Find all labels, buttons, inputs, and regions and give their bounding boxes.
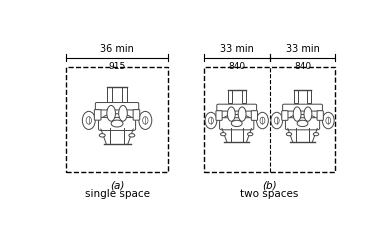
- Text: (a): (a): [110, 180, 124, 190]
- Circle shape: [231, 120, 242, 127]
- FancyBboxPatch shape: [317, 111, 323, 120]
- Ellipse shape: [223, 114, 250, 124]
- Ellipse shape: [260, 117, 265, 124]
- Ellipse shape: [293, 107, 301, 121]
- FancyBboxPatch shape: [283, 104, 322, 111]
- FancyBboxPatch shape: [220, 118, 254, 130]
- Text: 840: 840: [294, 62, 311, 71]
- Ellipse shape: [102, 114, 132, 124]
- Text: 915: 915: [108, 62, 126, 71]
- Ellipse shape: [313, 133, 319, 136]
- Bar: [307, 90, 312, 103]
- FancyBboxPatch shape: [133, 110, 140, 120]
- Circle shape: [297, 120, 308, 127]
- Text: 33 min: 33 min: [286, 44, 320, 54]
- Ellipse shape: [238, 107, 246, 121]
- Ellipse shape: [227, 107, 235, 121]
- Bar: [66, 67, 168, 172]
- Bar: [242, 90, 245, 103]
- Ellipse shape: [326, 117, 331, 124]
- Ellipse shape: [86, 117, 91, 124]
- FancyBboxPatch shape: [98, 117, 135, 131]
- Ellipse shape: [107, 106, 115, 121]
- Ellipse shape: [220, 133, 226, 136]
- FancyBboxPatch shape: [282, 111, 288, 120]
- FancyBboxPatch shape: [94, 110, 101, 120]
- Text: (b): (b): [262, 180, 277, 190]
- Bar: [228, 90, 232, 103]
- Ellipse shape: [139, 111, 152, 129]
- Ellipse shape: [99, 134, 105, 137]
- FancyBboxPatch shape: [216, 111, 222, 120]
- Ellipse shape: [322, 112, 334, 129]
- Ellipse shape: [208, 117, 213, 124]
- Ellipse shape: [247, 133, 253, 136]
- Text: 36 min: 36 min: [100, 44, 134, 54]
- Text: two spaces: two spaces: [240, 189, 299, 199]
- FancyBboxPatch shape: [95, 103, 139, 110]
- Ellipse shape: [82, 111, 95, 129]
- FancyBboxPatch shape: [285, 118, 320, 130]
- Text: 33 min: 33 min: [220, 44, 254, 54]
- Ellipse shape: [119, 106, 127, 121]
- Ellipse shape: [286, 133, 292, 136]
- Bar: [122, 87, 127, 101]
- Text: single space: single space: [85, 189, 149, 199]
- Bar: [294, 90, 298, 103]
- FancyBboxPatch shape: [217, 104, 257, 111]
- Ellipse shape: [271, 112, 283, 129]
- Ellipse shape: [205, 112, 217, 129]
- Circle shape: [111, 120, 123, 127]
- FancyBboxPatch shape: [251, 111, 257, 120]
- Bar: [107, 87, 112, 101]
- Ellipse shape: [143, 117, 148, 124]
- Ellipse shape: [289, 114, 316, 124]
- Ellipse shape: [304, 107, 312, 121]
- Bar: [204, 67, 335, 172]
- Ellipse shape: [129, 134, 135, 137]
- Ellipse shape: [257, 112, 268, 129]
- Text: 840: 840: [228, 62, 245, 71]
- Ellipse shape: [274, 117, 279, 124]
